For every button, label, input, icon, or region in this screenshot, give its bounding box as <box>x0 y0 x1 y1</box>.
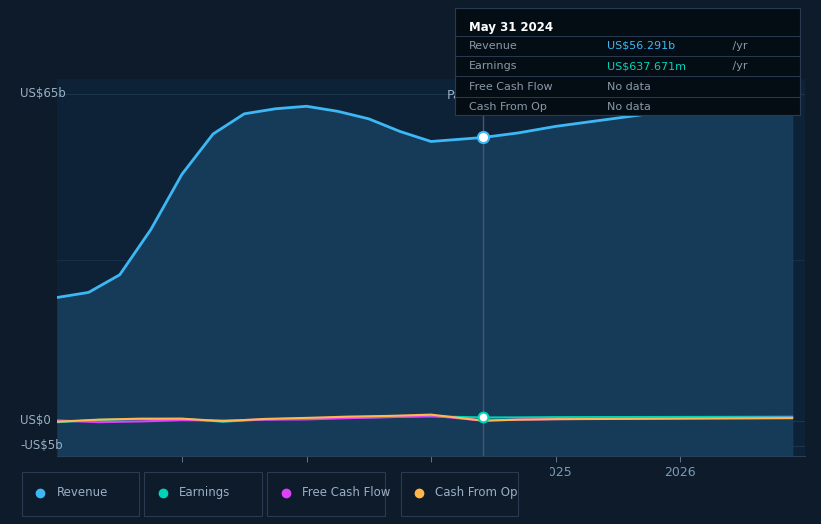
Text: US$0: US$0 <box>21 414 51 427</box>
Text: No data: No data <box>607 102 651 112</box>
Text: Earnings: Earnings <box>179 486 231 499</box>
Text: US$637.671m: US$637.671m <box>607 61 686 71</box>
Text: Analysts Forecasts: Analysts Forecasts <box>493 89 610 102</box>
Text: May 31 2024: May 31 2024 <box>469 21 553 34</box>
Text: /yr: /yr <box>729 41 748 51</box>
Text: Cash From Op: Cash From Op <box>469 102 547 112</box>
Text: No data: No data <box>607 82 651 92</box>
Text: Revenue: Revenue <box>57 486 108 499</box>
Text: US$56.291b: US$56.291b <box>607 41 675 51</box>
Text: Earnings: Earnings <box>469 61 517 71</box>
Text: /yr: /yr <box>729 61 748 71</box>
Text: US$65b: US$65b <box>21 87 66 100</box>
Text: Cash From Op: Cash From Op <box>435 486 518 499</box>
Text: -US$5b: -US$5b <box>21 439 62 452</box>
Text: Revenue: Revenue <box>469 41 517 51</box>
Text: Free Cash Flow: Free Cash Flow <box>302 486 390 499</box>
Text: Past: Past <box>447 89 474 102</box>
Text: Free Cash Flow: Free Cash Flow <box>469 82 553 92</box>
